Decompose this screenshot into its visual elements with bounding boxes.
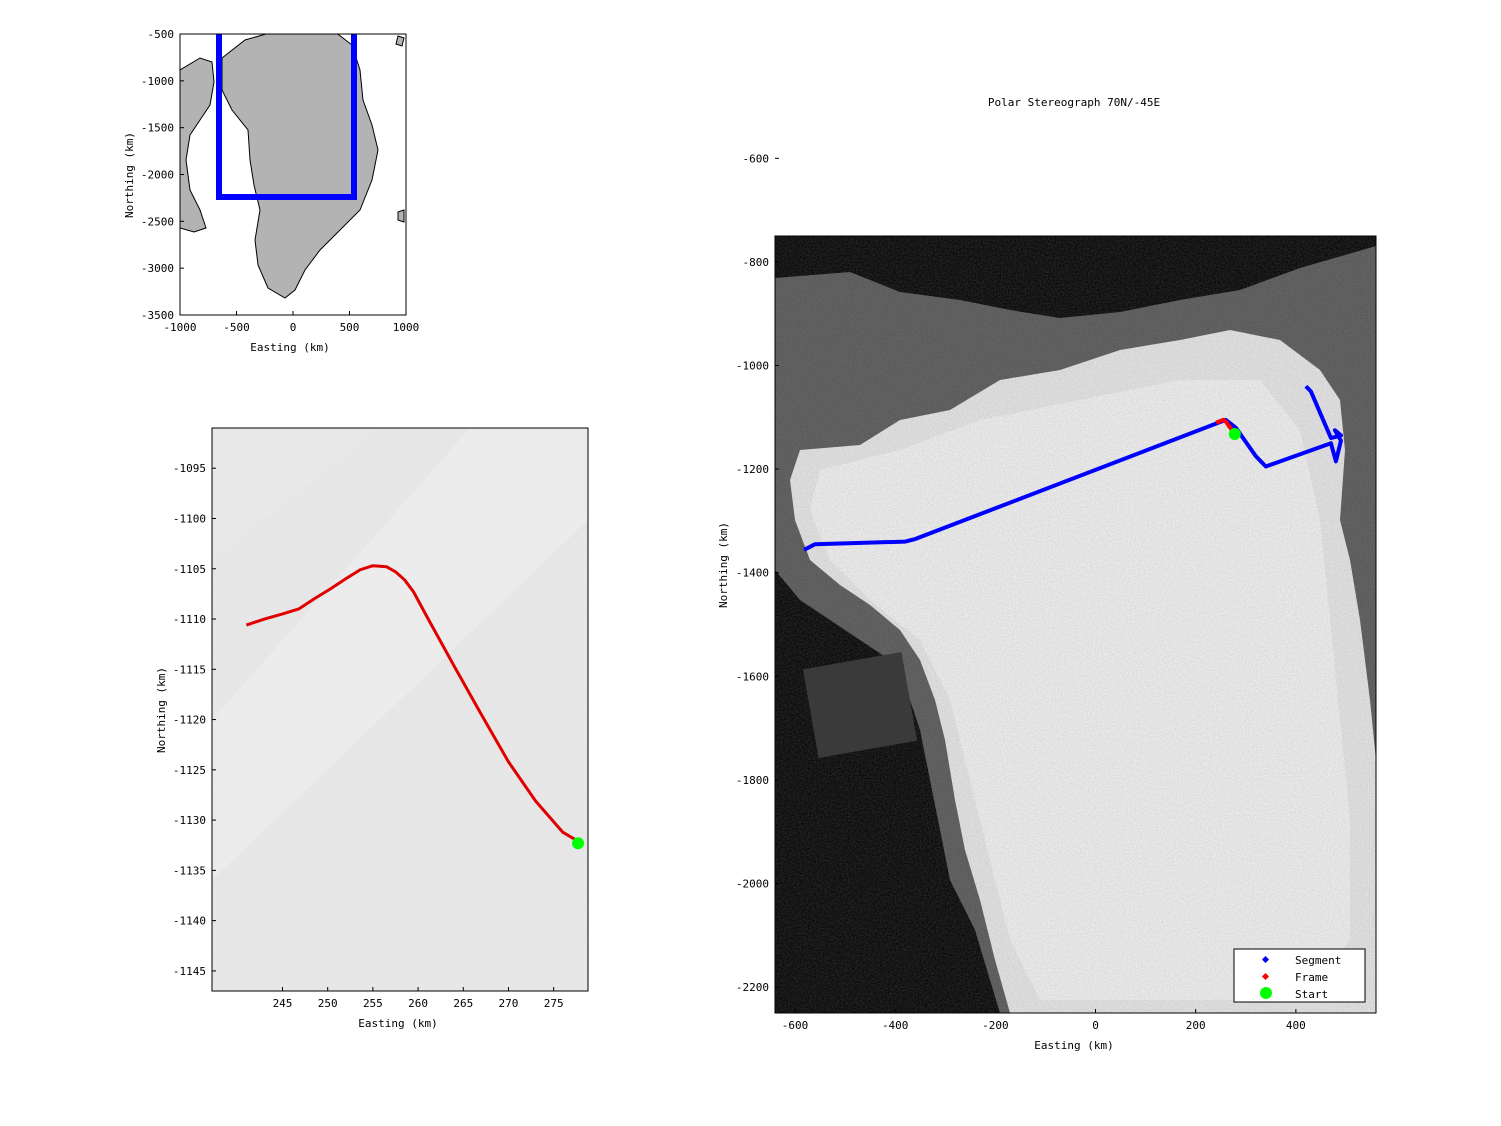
zoom-y-tick-label: -1125 xyxy=(173,764,206,777)
inset-y-tick-label: -3000 xyxy=(141,262,174,275)
inset-x-tick-label: -1000 xyxy=(163,321,196,334)
zoom-y-tick-label: -1140 xyxy=(173,915,206,928)
main-y-tick-label: -600 xyxy=(743,152,770,165)
zoom-y-tick-label: -1135 xyxy=(173,864,206,877)
zoom-y-tick-label: -1100 xyxy=(173,512,206,525)
main-y-tick-label: -1400 xyxy=(736,567,769,580)
legend-start-label: Start xyxy=(1295,988,1328,1001)
main-y-tick-label: -2000 xyxy=(736,878,769,891)
legend-start-symbol xyxy=(1260,987,1272,999)
inset-x-tick-label: -500 xyxy=(223,321,250,334)
main-map-title: Polar Stereograph 70N/-45E xyxy=(988,96,1160,109)
main-x-ticks: -600 -400 -200 0 200 400 xyxy=(782,1009,1306,1032)
zoom-y-ticks: -1095 -1100 -1105 -1110 -1115 -1120 -1125 -1130… xyxy=(173,462,216,978)
main-frame-track xyxy=(1215,417,1237,436)
inset-map: -1000 -500 0 500 1000 -500 -1000 -1500 -2000 -25… xyxy=(123,28,419,354)
main-y-label: Northing (km) xyxy=(717,522,730,608)
main-x-tick-label: -200 xyxy=(982,1019,1009,1032)
inset-y-tick-label: -2000 xyxy=(141,169,174,182)
zoom-y-tick-label: -1120 xyxy=(173,714,206,727)
main-y-tick-label: -1800 xyxy=(736,774,769,787)
inset-x-tick-label: 1000 xyxy=(393,321,420,334)
zoom-x-tick-label: 250 xyxy=(318,997,338,1010)
inset-x-label: Easting (km) xyxy=(250,341,329,354)
legend-segment-label: Segment xyxy=(1295,954,1341,967)
inset-y-tick-label: -2500 xyxy=(141,215,174,228)
inset-y-tick-label: -1000 xyxy=(141,75,174,88)
inset-island-east xyxy=(395,35,405,223)
main-x-label: Easting (km) xyxy=(1034,1039,1113,1052)
main-map: Polar Stereograph 70N/-45E -600 -400 -200 0… xyxy=(717,96,1377,1052)
main-x-tick-label: 400 xyxy=(1286,1019,1306,1032)
inset-y-tick-label: -1500 xyxy=(141,122,174,135)
zoom-x-tick-label: 260 xyxy=(408,997,428,1010)
inset-coast-west xyxy=(180,57,215,233)
inset-y-ticks: -500 -1000 -1500 -2000 -2500 -3000 -3500 xyxy=(141,28,184,322)
main-x-tick-label: -400 xyxy=(882,1019,909,1032)
main-x-tick-label: 200 xyxy=(1186,1019,1206,1032)
zoom-imagery-grain xyxy=(212,428,588,991)
zoom-x-tick-label: 275 xyxy=(544,997,564,1010)
main-y-tick-label: -2200 xyxy=(736,981,769,994)
main-legend: Segment Frame Start xyxy=(1233,948,1366,1003)
zoom-y-tick-label: -1110 xyxy=(173,613,206,626)
legend-box xyxy=(1233,948,1366,1003)
zoom-start-marker xyxy=(572,837,585,850)
inset-x-ticks: -1000 -500 0 500 1000 xyxy=(163,311,419,334)
main-start-marker xyxy=(1228,428,1241,441)
main-y-tick-label: -800 xyxy=(743,256,770,269)
zoom-y-tick-label: -1095 xyxy=(173,462,206,475)
zoom-x-tick-label: 255 xyxy=(363,997,383,1010)
zoom-y-tick-label: -1115 xyxy=(173,663,206,676)
main-y-tick-label: -1000 xyxy=(736,360,769,373)
main-y-tick-label: -1600 xyxy=(736,670,769,683)
zoom-frame-track xyxy=(245,564,579,843)
main-x-tick-label: -600 xyxy=(782,1019,809,1032)
main-segment-track xyxy=(803,384,1343,552)
main-start-point xyxy=(1228,428,1241,441)
zoom-x-tick-label: 245 xyxy=(273,997,293,1010)
zoom-y-tick-label: -1105 xyxy=(173,563,206,576)
inset-extent-box xyxy=(216,34,357,200)
main-axes-frame xyxy=(774,235,1377,1014)
inset-y-tick-label: -3500 xyxy=(141,309,174,322)
main-imagery-dark-patch xyxy=(802,652,918,758)
zoom-x-tick-label: 265 xyxy=(453,997,473,1010)
zoom-start-point xyxy=(572,837,585,850)
zoom-x-ticks: 245 250 255 260 265 270 275 xyxy=(273,987,564,1010)
zoom-y-tick-label: -1130 xyxy=(173,814,206,827)
legend-frame-label: Frame xyxy=(1295,971,1328,984)
zoom-y-label: Northing (km) xyxy=(155,667,168,753)
main-x-tick-label: 0 xyxy=(1092,1019,1099,1032)
inset-x-tick-label: 500 xyxy=(340,321,360,334)
zoom-x-label: Easting (km) xyxy=(358,1017,437,1030)
inset-y-tick-label: -500 xyxy=(148,28,175,41)
zoom-axes-frame xyxy=(211,427,589,992)
zoom-x-tick-label: 270 xyxy=(499,997,519,1010)
inset-y-label: Northing (km) xyxy=(123,132,136,218)
inset-x-tick-label: 0 xyxy=(290,321,297,334)
main-y-ticks: -600 -800 -1000 -1200 -1400 -1600 -1800 -2000 -2… xyxy=(736,152,779,994)
main-y-tick-label: -1200 xyxy=(736,463,769,476)
zoom-y-tick-label: -1145 xyxy=(173,965,206,978)
main-imagery-speckle xyxy=(775,236,1376,1013)
zoom-map: 245 250 255 260 265 270 275 -1095 -1100 -1105 -11… xyxy=(155,427,589,1030)
